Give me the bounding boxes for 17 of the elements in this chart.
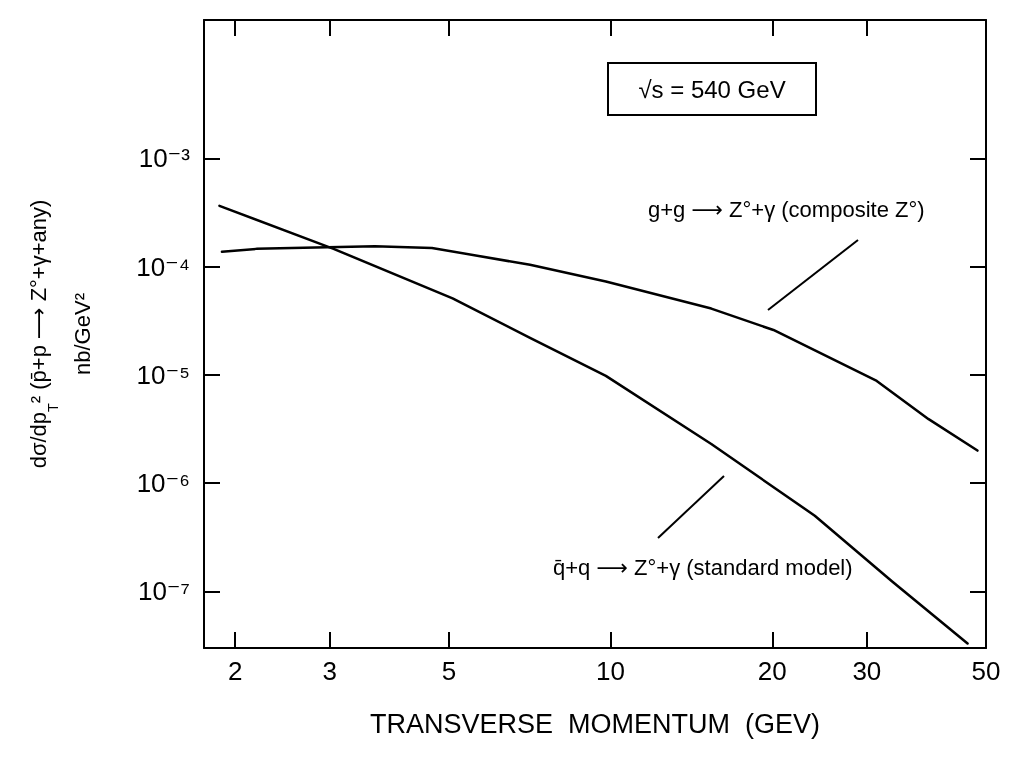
x-tick-label: 3 bbox=[322, 656, 337, 686]
y-tick-label: 10⁻⁶ bbox=[136, 468, 190, 499]
annotation: √s = 540 GeV bbox=[638, 75, 786, 103]
x-tick-label: 10 bbox=[596, 656, 626, 686]
y-axis-title: dσ/dpT² (p̄+p ⟶ Z°+γ+any) nb/GeV² bbox=[25, 199, 95, 469]
x-tick-label: 50 bbox=[971, 656, 1001, 686]
series-label: q̄+q ⟶ Z°+γ (standard model) bbox=[553, 554, 853, 580]
x-tick-label: 20 bbox=[757, 656, 787, 686]
x-axis-title: TRANSVERSE MOMENTUM (GEV) bbox=[369, 708, 821, 739]
y-tick-label: 10⁻⁴ bbox=[136, 251, 190, 282]
text: g+g ⟶ Z°+γ (composite Z°) bbox=[648, 196, 925, 222]
y-tick-label: 10⁻⁵ bbox=[136, 359, 190, 390]
x-tick-label: 30 bbox=[852, 656, 882, 686]
x-tick-label: 5 bbox=[441, 656, 457, 686]
y-tick-label: 10⁻⁷ bbox=[137, 576, 190, 607]
x-tick-label: 2 bbox=[227, 656, 243, 686]
y-tick-label: 10⁻³ bbox=[138, 143, 191, 174]
